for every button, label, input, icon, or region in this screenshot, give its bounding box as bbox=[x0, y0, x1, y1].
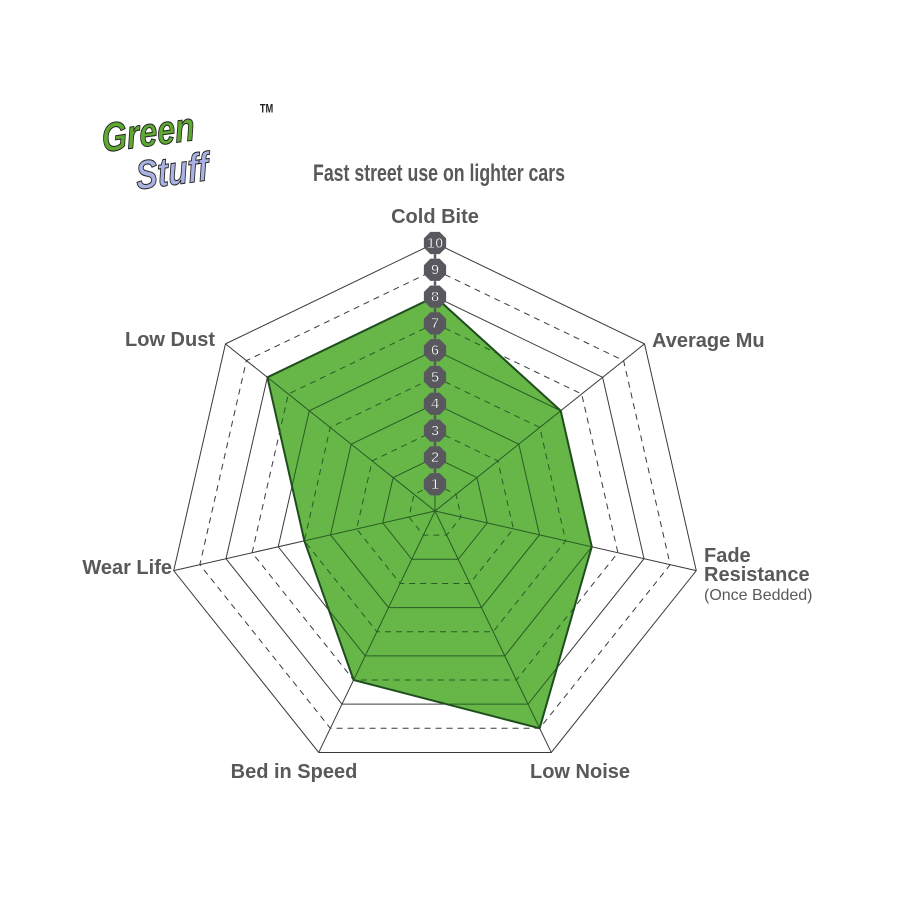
svg-text:3: 3 bbox=[431, 422, 439, 439]
svg-text:Wear Life: Wear Life bbox=[82, 557, 172, 579]
svg-text:10: 10 bbox=[427, 235, 444, 252]
svg-text:Resistance: Resistance bbox=[704, 564, 810, 586]
svg-text:Bed in Speed: Bed in Speed bbox=[231, 761, 358, 783]
svg-text:4: 4 bbox=[431, 396, 440, 413]
svg-text:Cold Bite: Cold Bite bbox=[391, 206, 479, 228]
svg-text:TM: TM bbox=[260, 102, 274, 115]
svg-text:Low Dust: Low Dust bbox=[125, 329, 215, 351]
svg-text:(Once Bedded): (Once Bedded) bbox=[704, 587, 813, 604]
svg-text:7: 7 bbox=[431, 315, 439, 332]
svg-text:2: 2 bbox=[431, 449, 439, 466]
svg-text:9: 9 bbox=[431, 262, 439, 279]
svg-text:6: 6 bbox=[431, 342, 439, 359]
svg-text:Fast street use on lighter car: Fast street use on lighter cars bbox=[313, 160, 565, 187]
svg-text:5: 5 bbox=[431, 369, 439, 386]
svg-text:8: 8 bbox=[431, 288, 439, 305]
svg-text:Low Noise: Low Noise bbox=[530, 761, 630, 783]
svg-text:1: 1 bbox=[431, 476, 439, 493]
svg-text:Average Mu: Average Mu bbox=[652, 330, 765, 352]
